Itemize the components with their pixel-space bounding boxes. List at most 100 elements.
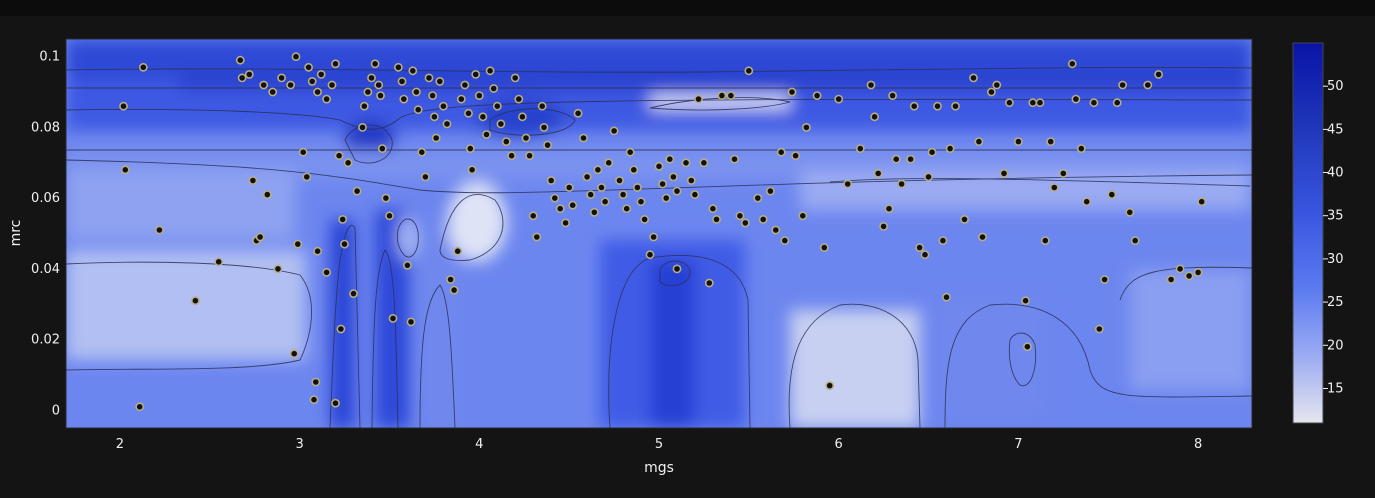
scatter-point bbox=[744, 66, 754, 76]
scatter-point bbox=[214, 257, 224, 267]
scatter-point bbox=[740, 218, 750, 228]
scatter-point bbox=[248, 176, 258, 185]
y-axis-title: mrc bbox=[8, 220, 24, 247]
colorbar-tick-label: 40 bbox=[1327, 166, 1344, 181]
scatter-point bbox=[1130, 236, 1140, 245]
scatter-point bbox=[1184, 271, 1194, 281]
scatter-point bbox=[417, 147, 427, 157]
scatter-point bbox=[730, 154, 739, 164]
scatter-point bbox=[661, 193, 671, 203]
y-tick-label: 0 bbox=[52, 403, 60, 418]
scatter-point bbox=[915, 243, 924, 252]
scatter-point bbox=[154, 225, 164, 235]
scatter-point bbox=[866, 80, 876, 90]
scatter-point bbox=[694, 94, 703, 104]
scatter-point bbox=[367, 73, 376, 83]
scatter-point bbox=[528, 211, 538, 221]
scatter-point bbox=[891, 154, 901, 164]
scatter-point bbox=[873, 168, 883, 178]
scatter-point bbox=[327, 80, 337, 90]
scatter-point bbox=[340, 239, 349, 249]
x-tick-label: 4 bbox=[475, 437, 483, 452]
x-tick-label: 5 bbox=[655, 437, 663, 452]
scatter-point bbox=[780, 236, 790, 245]
scatter-point bbox=[273, 264, 283, 274]
scatter-point bbox=[622, 204, 632, 214]
scatter-point bbox=[352, 186, 362, 196]
scatter-point bbox=[1035, 98, 1045, 108]
scatter-point bbox=[855, 144, 865, 153]
scatter-point bbox=[546, 176, 556, 185]
x-axis-title: mgs bbox=[644, 460, 674, 476]
colorbar-tick-label: 45 bbox=[1327, 122, 1344, 137]
y-tick-label: 0.02 bbox=[31, 333, 60, 348]
scatter-point bbox=[1107, 190, 1117, 199]
colorbar-tick-label: 25 bbox=[1327, 295, 1344, 310]
scatter-point bbox=[429, 112, 439, 122]
scatter-point bbox=[467, 165, 477, 175]
scatter-point bbox=[311, 377, 321, 387]
scatter-point bbox=[336, 324, 346, 334]
scatter-point bbox=[938, 236, 948, 245]
scatter-point bbox=[268, 87, 278, 97]
scatter-point bbox=[843, 179, 853, 189]
scatter-point bbox=[550, 193, 560, 203]
scatter-point bbox=[471, 70, 481, 79]
scatter-point bbox=[1197, 197, 1207, 207]
scatter-point bbox=[884, 204, 894, 214]
scatter-point bbox=[449, 285, 459, 295]
scatter-point bbox=[460, 80, 470, 90]
scatter-point bbox=[1014, 137, 1023, 146]
scatter-point bbox=[1166, 275, 1176, 284]
scatter-point bbox=[521, 133, 531, 143]
scatter-point bbox=[313, 246, 322, 256]
scatter-point bbox=[190, 296, 200, 306]
scatter-point bbox=[322, 267, 331, 277]
scatter-point bbox=[717, 91, 727, 100]
scatter-point bbox=[277, 73, 286, 83]
scatter-point bbox=[408, 66, 418, 76]
y-tick-label: 0.06 bbox=[31, 191, 60, 206]
scatter-point bbox=[920, 250, 930, 260]
scatter-point bbox=[909, 101, 919, 111]
x-axis-ticks: 2 3 4 5 6 7 8 bbox=[116, 437, 1202, 452]
scatter-point bbox=[411, 87, 421, 97]
scatter-point bbox=[669, 172, 678, 182]
scatter-point bbox=[758, 214, 768, 224]
scatter-point bbox=[456, 94, 466, 104]
scatter-point bbox=[307, 77, 317, 86]
scatter-point bbox=[1175, 264, 1185, 274]
colorbar-tick-label: 50 bbox=[1327, 79, 1344, 94]
scatter-point bbox=[1125, 207, 1135, 217]
y-tick-label: 0.04 bbox=[31, 262, 60, 277]
scatter-point bbox=[1094, 324, 1104, 334]
scatter-point bbox=[510, 73, 520, 83]
scatter-point bbox=[438, 101, 448, 111]
scatter-point bbox=[138, 62, 148, 72]
scatter-point bbox=[969, 73, 978, 83]
scatter-point bbox=[393, 62, 403, 72]
scatter-point bbox=[478, 112, 488, 122]
scatter-point bbox=[1076, 144, 1086, 153]
scatter-point bbox=[561, 218, 570, 228]
scatter-point bbox=[474, 91, 484, 100]
scatter-point bbox=[406, 317, 416, 327]
scatter-point bbox=[1058, 168, 1068, 178]
scatter-point bbox=[951, 101, 960, 111]
x-tick-label: 2 bbox=[116, 437, 124, 452]
scatter-point bbox=[633, 183, 642, 192]
scatter-point bbox=[888, 91, 897, 100]
scatter-point bbox=[388, 313, 398, 323]
scatter-point bbox=[960, 214, 969, 224]
scatter-point bbox=[593, 165, 603, 175]
scatter-point bbox=[525, 151, 534, 161]
scatter-point bbox=[665, 154, 675, 164]
scatter-point bbox=[349, 289, 358, 298]
scatter-point bbox=[625, 147, 635, 157]
x-tick-label: 8 bbox=[1194, 437, 1202, 452]
scatter-point bbox=[385, 211, 394, 221]
colorbar-gradient bbox=[1292, 42, 1324, 424]
scatter-point bbox=[819, 243, 829, 252]
scatter-point bbox=[413, 105, 423, 115]
top-bar bbox=[0, 0, 1375, 16]
